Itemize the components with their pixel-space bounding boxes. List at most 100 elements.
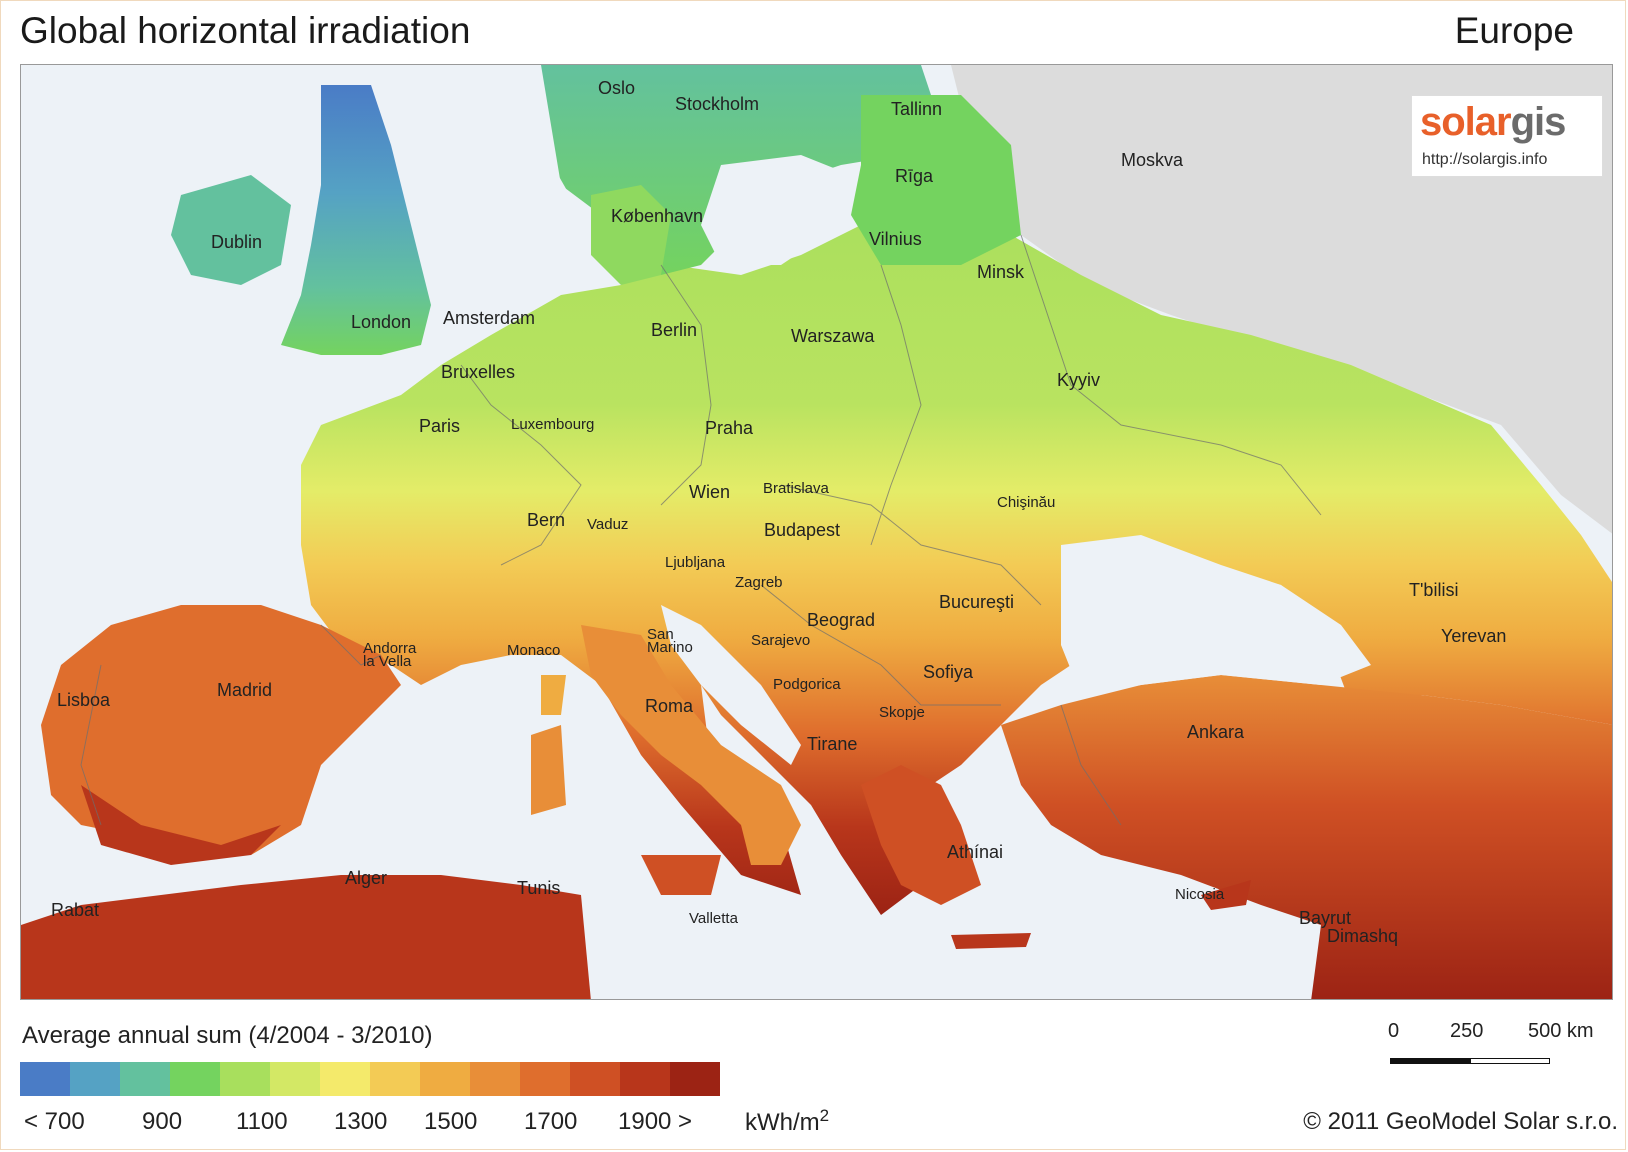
city-berlin: Berlin bbox=[651, 320, 698, 340]
city-oslo: Oslo bbox=[598, 78, 636, 98]
city-paris: Paris bbox=[419, 416, 461, 436]
legend-tick-5: 1700 bbox=[524, 1108, 578, 1135]
legend-swatch-7 bbox=[370, 1062, 420, 1096]
city-san-marino-2: Marino bbox=[647, 639, 693, 656]
map-title: Global horizontal irradiation bbox=[20, 10, 471, 51]
scale-bar: 0 250 500 km bbox=[1388, 1020, 1620, 1080]
city-monaco: Monaco bbox=[507, 642, 561, 659]
legend-color-bar bbox=[20, 1062, 720, 1096]
adriatic bbox=[661, 605, 801, 765]
city-roma: Roma bbox=[645, 696, 694, 716]
city-wien: Wien bbox=[689, 482, 731, 502]
city-rabat: Rabat bbox=[51, 900, 100, 920]
no-data-area bbox=[951, 65, 1612, 534]
city-ankara: Ankara bbox=[1187, 722, 1245, 742]
city-athinai: Athínai bbox=[947, 842, 1004, 862]
city-bayrut: Bayrut bbox=[1299, 908, 1352, 928]
logo-text-solar: solar bbox=[1420, 100, 1512, 144]
land-sardinia bbox=[531, 725, 566, 815]
land-europe bbox=[301, 185, 1612, 915]
land-greece bbox=[861, 765, 981, 905]
city-budapest: Budapest bbox=[764, 520, 841, 540]
legend-swatch-13 bbox=[670, 1062, 720, 1096]
unit-superscript: 2 bbox=[819, 1106, 830, 1125]
legend-unit: kWh/m2 bbox=[745, 1106, 829, 1137]
city-andorra: Andorra bbox=[363, 640, 417, 657]
city-nicosia: Nicosia bbox=[1175, 886, 1225, 903]
unit-text: kWh/m bbox=[745, 1109, 820, 1136]
city-moskva: Moskva bbox=[1121, 150, 1184, 170]
irradiation-map: Oslo Stockholm Tallinn Moskva Rīga Køben… bbox=[20, 64, 1613, 1000]
legend-swatch-8 bbox=[420, 1062, 470, 1096]
legend-swatch-0 bbox=[20, 1062, 70, 1096]
city-amsterdam: Amsterdam bbox=[443, 308, 536, 328]
land-crete bbox=[951, 933, 1031, 949]
city-sarajevo: Sarajevo bbox=[751, 632, 811, 649]
city-bern: Bern bbox=[527, 510, 566, 530]
city-tirane: Tirane bbox=[807, 734, 858, 754]
city-bucuresti: Bucureşti bbox=[939, 592, 1015, 612]
city-praha: Praha bbox=[705, 418, 754, 438]
city-zagreb: Zagreb bbox=[735, 574, 783, 591]
legend-swatch-5 bbox=[270, 1062, 320, 1096]
city-lisboa: Lisboa bbox=[57, 690, 111, 710]
city-podgorica: Podgorica bbox=[773, 676, 841, 693]
city-yerevan: Yerevan bbox=[1441, 626, 1507, 646]
logo-url[interactable]: http://solargis.info bbox=[1422, 151, 1548, 168]
city-vilnius: Vilnius bbox=[869, 229, 922, 249]
city-tallinn: Tallinn bbox=[891, 99, 943, 119]
legend-tick-3: 1300 bbox=[334, 1108, 388, 1135]
scale-segment-dark bbox=[1390, 1058, 1470, 1064]
city-bratislava: Bratislava bbox=[763, 480, 829, 497]
land-baltics bbox=[851, 95, 1021, 265]
land-sicily bbox=[641, 855, 721, 895]
legend-swatch-12 bbox=[620, 1062, 670, 1096]
city-alger: Alger bbox=[345, 868, 388, 888]
city-beograd: Beograd bbox=[807, 610, 876, 630]
legend-swatch-6 bbox=[320, 1062, 370, 1096]
city-sofiya: Sofiya bbox=[923, 662, 974, 682]
city-valletta: Valletta bbox=[689, 910, 738, 927]
solargis-logo[interactable]: solargis http://solargis.info bbox=[1411, 95, 1603, 177]
city-minsk: Minsk bbox=[977, 262, 1025, 282]
legend-swatch-9 bbox=[470, 1062, 520, 1096]
region-title: Europe bbox=[1454, 10, 1574, 51]
city-luxembourg: Luxembourg bbox=[511, 416, 595, 433]
legend-tick-4: 1500 bbox=[424, 1108, 478, 1135]
legend-title: Average annual sum (4/2004 - 3/2010) bbox=[22, 1022, 433, 1049]
city-chisinau: Chişinău bbox=[997, 494, 1056, 511]
city-warszawa: Warszawa bbox=[791, 326, 875, 346]
city-vaduz: Vaduz bbox=[587, 516, 629, 533]
legend-tick-2: 1100 bbox=[236, 1108, 288, 1135]
city-kyyiv: Kyyiv bbox=[1057, 370, 1101, 390]
land-cyprus bbox=[1201, 880, 1251, 910]
scale-label-500: 500 km bbox=[1528, 1020, 1594, 1042]
black-sea bbox=[1061, 535, 1371, 695]
map-canvas bbox=[21, 65, 1612, 999]
north-sea bbox=[421, 125, 581, 305]
city-london: London bbox=[351, 312, 412, 332]
legend-swatch-4 bbox=[220, 1062, 270, 1096]
scale-segment-light bbox=[1470, 1058, 1550, 1064]
copyright: © 2011 GeoModel Solar s.r.o. bbox=[1303, 1108, 1618, 1135]
city-ljubljana: Ljubljana bbox=[665, 554, 726, 571]
legend-tick-6: 1900 > bbox=[618, 1108, 693, 1135]
country-borders bbox=[80, 234, 1322, 826]
city-dimashq: Dimashq bbox=[1327, 926, 1399, 946]
land-britain bbox=[281, 85, 431, 355]
city-la-vella: la Vella bbox=[363, 653, 412, 670]
land-north-africa bbox=[21, 875, 591, 999]
land-denmark bbox=[591, 185, 671, 285]
land-italy bbox=[581, 625, 801, 865]
city-kobenhavn: København bbox=[611, 206, 704, 226]
scale-label-0: 0 bbox=[1388, 1020, 1400, 1042]
logo-text-gis: gis bbox=[1510, 100, 1567, 144]
city-bruxelles: Bruxelles bbox=[441, 362, 516, 382]
land-corsica bbox=[541, 675, 566, 715]
city-madrid: Madrid bbox=[217, 680, 273, 700]
city-san-marino-1: San bbox=[647, 626, 674, 643]
legend-ticks: < 700 900 1100 1300 1500 1700 1900 > bbox=[0, 1108, 900, 1138]
legend-swatch-2 bbox=[120, 1062, 170, 1096]
legend-swatch-10 bbox=[520, 1062, 570, 1096]
